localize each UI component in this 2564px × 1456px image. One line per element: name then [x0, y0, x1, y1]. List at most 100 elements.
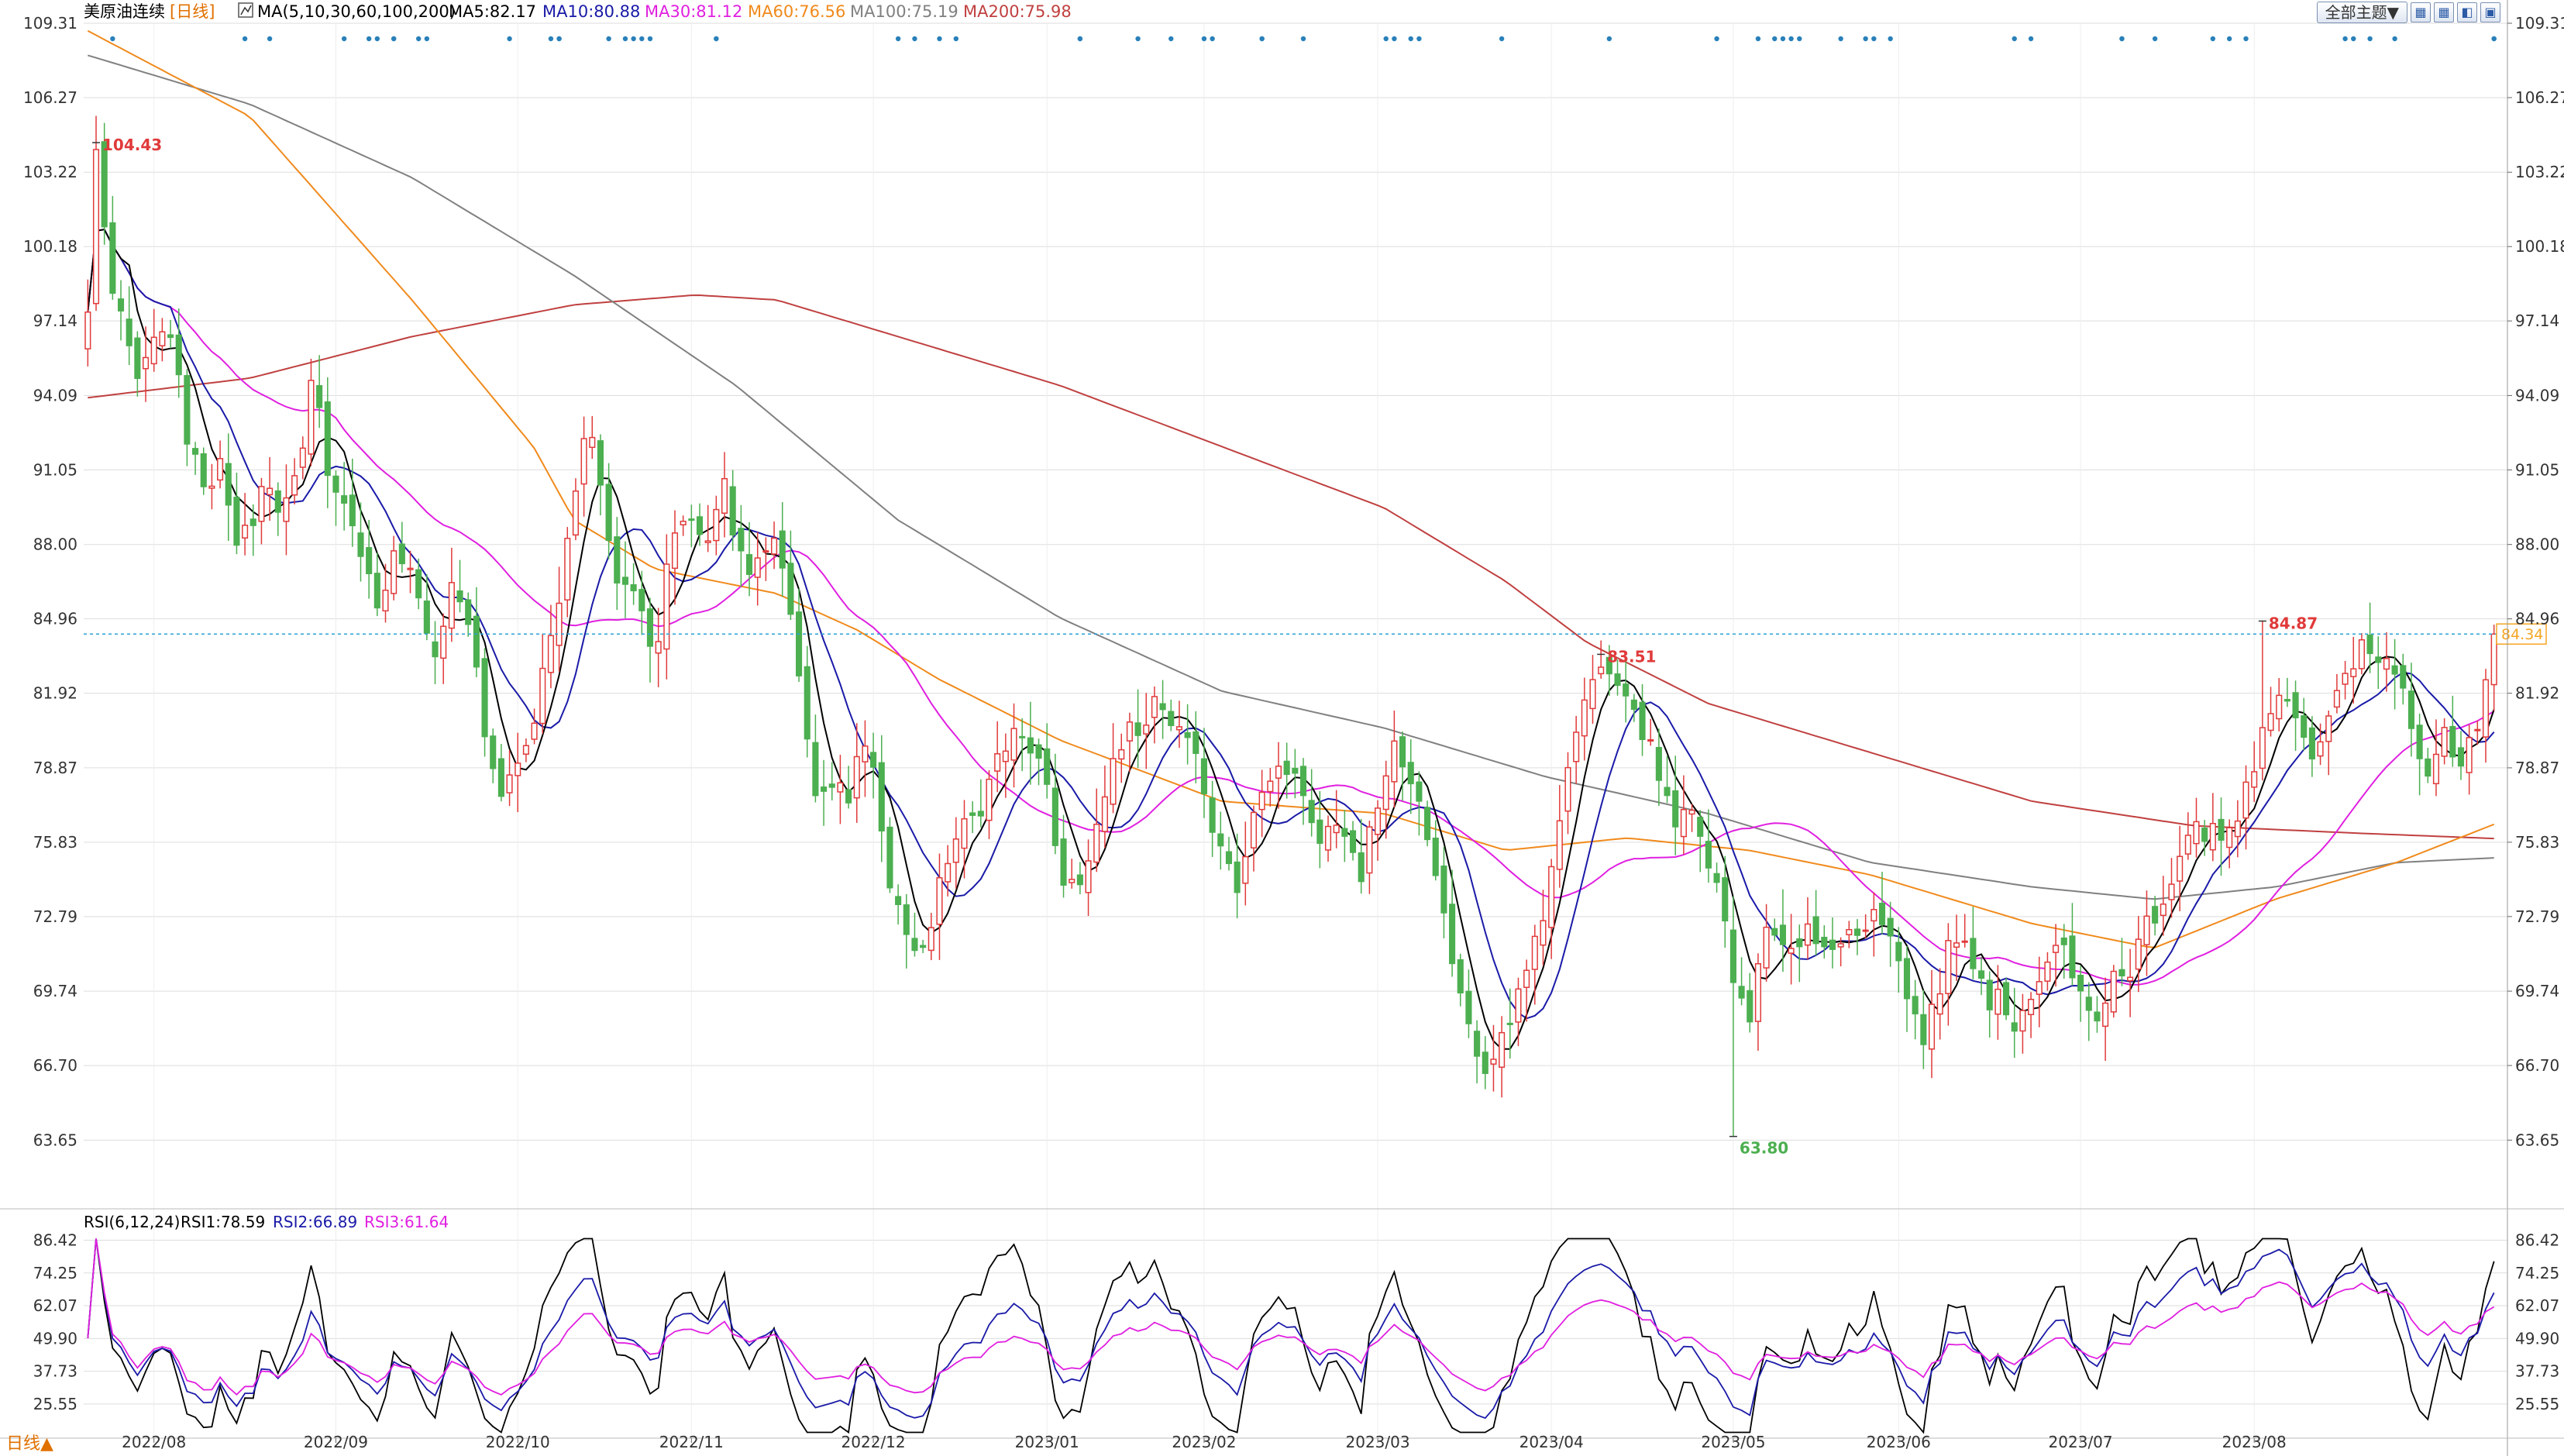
ma5-value: MA5:82.17: [449, 2, 536, 21]
candle-up: [762, 550, 769, 553]
candle-up: [952, 838, 959, 863]
signal-marker: [424, 36, 430, 42]
candle-up: [2226, 827, 2233, 848]
candle-down: [1623, 683, 1630, 697]
candle-down: [1234, 861, 1241, 893]
time-tick-label: 2023/07: [2049, 1433, 2113, 1451]
candle-down: [2003, 982, 2010, 1016]
signal-marker: [2491, 36, 2497, 42]
candle-up: [704, 540, 711, 543]
ma10-value: MA10:80.88: [542, 2, 640, 21]
chart-toolbar: 全部主题▼ ▦ ▦ ◧ ▣: [2316, 2, 2500, 23]
last-price-value: 84.34: [2501, 626, 2543, 643]
grid-icon[interactable]: ▦: [2434, 2, 2454, 22]
signal-marker: [374, 36, 380, 42]
layout-icon[interactable]: ▦: [2411, 2, 2431, 22]
candle-down: [225, 463, 232, 506]
signal-marker: [714, 36, 719, 42]
candle-down: [1399, 736, 1406, 768]
signal-marker: [2351, 36, 2356, 42]
signal-marker: [1392, 36, 1397, 42]
price-tick-label: 97.14: [2515, 312, 2559, 330]
signal-marker: [2012, 36, 2017, 42]
signal-marker: [606, 36, 611, 42]
price-tick-label-left: 97.14: [33, 312, 77, 330]
candle-up: [506, 774, 513, 793]
candle-down: [1779, 924, 1786, 945]
candle-up: [713, 508, 720, 542]
candle-up: [1688, 809, 1695, 815]
candle-down: [1184, 731, 1191, 738]
time-tick-label: 2023/05: [1701, 1433, 1765, 1451]
candle-up: [2474, 728, 2481, 731]
candle-down: [621, 577, 629, 585]
signal-marker: [1077, 36, 1083, 42]
collapse-icon[interactable]: ◧: [2457, 2, 2477, 22]
candle-up: [1391, 740, 1398, 783]
candle-down: [1912, 996, 1919, 1015]
candle-down: [1747, 990, 1754, 1023]
candle-down: [1729, 929, 1736, 983]
time-tick-label: 2023/08: [2222, 1433, 2287, 1451]
candle-up: [1515, 988, 1522, 1023]
candle-up: [242, 525, 249, 539]
candle-up: [2028, 999, 2035, 1016]
expand-icon[interactable]: ▣: [2480, 2, 2500, 22]
candle-up: [936, 877, 943, 925]
rsi3-value: RSI3:61.64: [364, 1213, 449, 1231]
candle-down: [274, 490, 281, 513]
time-tick-label: 2023/02: [1172, 1433, 1236, 1451]
candle-up: [1175, 726, 1182, 731]
candle-up: [217, 458, 224, 481]
price-tick-label: 69.74: [2515, 982, 2559, 1000]
candle-up: [1093, 824, 1100, 863]
rsi-tick-label: 25.55: [2515, 1395, 2559, 1413]
theme-select-button[interactable]: 全部主题▼: [2316, 2, 2407, 23]
candle-up: [1556, 820, 1563, 870]
candle-up: [1564, 766, 1571, 812]
candle-down: [870, 752, 877, 768]
rsi-tick-label: 62.07: [2515, 1296, 2559, 1315]
candle-up: [994, 753, 1001, 772]
candle-up: [531, 722, 538, 740]
signal-marker: [1408, 36, 1413, 42]
candle-up: [2168, 883, 2175, 900]
candle-down: [1051, 787, 1058, 846]
signal-marker: [1780, 36, 1786, 42]
candle-down: [1639, 701, 1646, 741]
candle-down: [1076, 874, 1083, 886]
candle-down: [2449, 725, 2456, 758]
candle-up: [1069, 879, 1076, 883]
candlesticks: [84, 115, 2497, 1137]
signal-marker: [2152, 36, 2158, 42]
candle-down: [1168, 711, 1175, 727]
signal-marker: [639, 36, 645, 42]
ma-toggle-icon[interactable]: [238, 2, 253, 18]
candle-down: [1457, 959, 1464, 994]
signal-marker: [507, 36, 512, 42]
ma200-value: MA200:75.98: [963, 2, 1072, 21]
candle-up: [142, 356, 150, 370]
candle-down: [2118, 969, 2125, 976]
candle-up: [1548, 866, 1555, 928]
signal-marker: [631, 36, 636, 42]
rsi-tick-label-left: 37.73: [33, 1362, 77, 1381]
candle-up: [1110, 758, 1117, 805]
signal-marker: [1714, 36, 1719, 42]
candle-up: [2110, 970, 2117, 1013]
candle-up: [862, 745, 869, 762]
candle-down: [473, 615, 480, 668]
candle-down: [366, 547, 373, 574]
ma200-line: [88, 294, 2494, 840]
ma60-line: [87, 29, 2495, 948]
rsi-tick-label-left: 86.42: [33, 1231, 77, 1249]
candle-down: [481, 658, 488, 738]
candle-down: [738, 528, 745, 552]
candle-down: [2201, 827, 2208, 842]
time-tick-label: 2023/01: [1015, 1433, 1079, 1451]
candle-down: [1424, 807, 1431, 841]
period-tab[interactable]: 日线▲: [6, 1434, 53, 1454]
candle-up: [382, 589, 389, 612]
candle-up: [2209, 823, 2216, 851]
candle-down: [1349, 830, 1357, 853]
